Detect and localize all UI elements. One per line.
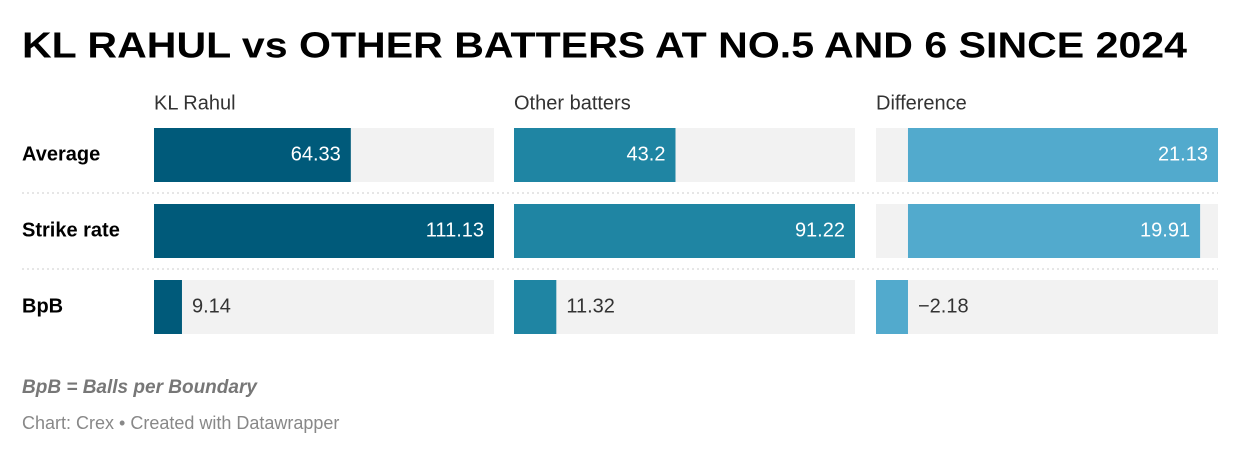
bar — [907, 128, 1218, 182]
notes: BpB = Balls per Boundary — [22, 377, 258, 398]
row-label: BpB — [22, 295, 63, 317]
bar — [514, 204, 855, 258]
value-label: −2.18 — [918, 295, 969, 317]
value-label: 43.2 — [627, 143, 666, 165]
value-label: 11.32 — [566, 295, 615, 317]
value-label: 91.22 — [795, 219, 845, 241]
bar — [876, 280, 908, 334]
bar — [154, 128, 351, 182]
value-label: 19.91 — [1140, 219, 1190, 241]
bar-background — [514, 280, 855, 334]
chart-title: KL RAHUL vs OTHER BATTERS AT NO.5 AND 6 … — [22, 25, 1187, 66]
row-label: Strike rate — [22, 219, 120, 241]
bar — [907, 204, 1201, 258]
value-label: 9.14 — [192, 295, 231, 317]
column-header: KL Rahul — [154, 92, 236, 114]
bar — [514, 128, 676, 182]
value-label: 21.13 — [1158, 143, 1208, 165]
column-header: Other batters — [514, 92, 631, 114]
value-label: 111.13 — [426, 219, 484, 241]
row-label: Average — [22, 143, 100, 165]
bar — [154, 204, 494, 258]
bar — [514, 280, 557, 334]
bar — [154, 280, 182, 334]
column-header: Difference — [876, 92, 967, 114]
bar-background — [154, 280, 494, 334]
value-label: 64.33 — [291, 143, 341, 165]
source: Chart: Crex • Created with Datawrapper — [22, 413, 339, 433]
bar-background — [876, 280, 1218, 334]
